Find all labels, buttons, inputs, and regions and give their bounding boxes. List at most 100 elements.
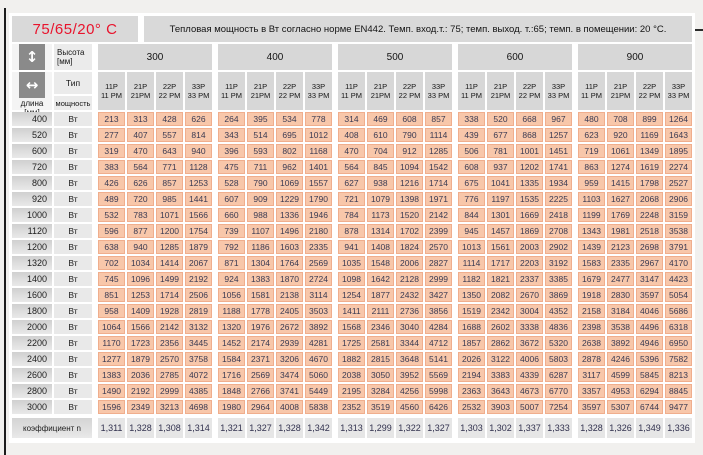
length-value: 2800	[12, 384, 52, 398]
power-value: 2398	[578, 320, 605, 334]
power-value: 1169	[636, 128, 663, 142]
power-value: 2352	[338, 400, 365, 414]
watt-unit: Вт	[54, 112, 92, 126]
power-value: 2708	[545, 224, 572, 238]
power-value: 1725	[338, 336, 365, 350]
power-value: 593	[247, 144, 274, 158]
power-value: 1764	[276, 256, 303, 270]
length-value: 1120	[12, 224, 52, 238]
power-value: 1188	[218, 304, 245, 318]
power-value: 4698	[185, 400, 212, 414]
power-value: 851	[98, 288, 125, 302]
coefficient-value: 1,321	[218, 418, 245, 438]
power-value: 564	[338, 160, 365, 174]
length-value: 3000	[12, 400, 52, 414]
power-value: 3184	[607, 304, 634, 318]
power-value: 2003	[516, 240, 543, 254]
power-value: 745	[98, 272, 125, 286]
power-value: 924	[218, 272, 245, 286]
power-value: 1441	[185, 192, 212, 206]
watt-unit: Вт	[54, 320, 92, 334]
power-value: 2999	[425, 272, 452, 286]
power-value: 1568	[338, 320, 365, 334]
power-value: 2906	[665, 192, 692, 206]
power-value: 5449	[305, 384, 332, 398]
power-value: 937	[487, 160, 514, 174]
radiator-type-header: 21P 21PM	[607, 72, 634, 110]
power-value: 2192	[127, 384, 154, 398]
power-value: 343	[218, 128, 245, 142]
radiator-type-header: 11P 11 PM	[578, 72, 605, 110]
radiator-type-header: 33P 33 PM	[185, 72, 212, 110]
power-value: 1173	[367, 208, 394, 222]
power-value: 959	[578, 176, 605, 190]
power-value: 3643	[487, 384, 514, 398]
power-value: 1499	[156, 272, 183, 286]
power-value: 739	[218, 224, 245, 238]
power-value: 3427	[425, 288, 452, 302]
power-value: 1285	[425, 144, 452, 158]
height-value-header: 600	[458, 44, 572, 70]
power-value: 2405	[276, 304, 303, 318]
power-value: 778	[305, 112, 332, 126]
power-value: 988	[247, 208, 274, 222]
power-value: 1603	[276, 240, 303, 254]
power-value: 4006	[516, 352, 543, 366]
watt-unit: Вт	[54, 272, 92, 286]
height-arrow-cell: ↕	[12, 44, 52, 70]
coefficient-row: коэффициент n 1,311 1,328 1,308 1,314 1,321 1…	[12, 418, 692, 438]
power-value: 1798	[636, 176, 663, 190]
power-value: 863	[578, 160, 605, 174]
power-value: 7254	[545, 400, 572, 414]
power-value: 2346	[367, 320, 394, 334]
power-value: 1869	[516, 224, 543, 238]
power-value: 3114	[305, 288, 332, 302]
power-value: 4352	[545, 304, 572, 318]
power-value: 1877	[367, 288, 394, 302]
power-value: 2638	[578, 336, 605, 350]
coefficient-value: 1,311	[98, 418, 125, 438]
power-value: 4046	[636, 304, 663, 318]
power-value: 668	[516, 112, 543, 126]
power-value: 1182	[458, 272, 485, 286]
power-value: 469	[367, 112, 394, 126]
power-value: 1320	[218, 320, 245, 334]
power-value: 1971	[425, 192, 452, 206]
power-value: 2067	[185, 256, 212, 270]
power-value: 395	[247, 112, 274, 126]
power-value: 2399	[425, 224, 452, 238]
table-row: 1000 Вт 532 783 1071 1566 660 988 1336 1946 784 117…	[12, 208, 692, 222]
power-value: 695	[276, 128, 303, 142]
power-value: 945	[458, 224, 485, 238]
power-value: 1717	[487, 256, 514, 270]
power-value: 708	[607, 112, 634, 126]
power-value: 3538	[665, 224, 692, 238]
length-value: 2400	[12, 352, 52, 366]
power-value: 1452	[218, 336, 245, 350]
updown-arrow-icon: ↕	[19, 44, 45, 70]
power-value: 2827	[425, 256, 452, 270]
power-value: 1257	[545, 128, 572, 142]
table-row: 3000 Вт 1596 2349 3213 4698 1980 2964 4008 5838 23…	[12, 400, 692, 414]
power-value: 506	[458, 144, 485, 158]
power-value: 711	[247, 160, 274, 174]
power-value: 5054	[665, 288, 692, 302]
power-value: 213	[98, 112, 125, 126]
power-value: 3213	[156, 400, 183, 414]
power-value: 1535	[516, 192, 543, 206]
power-value: 528	[218, 176, 245, 190]
power-value: 3132	[185, 320, 212, 334]
power-value: 439	[458, 128, 485, 142]
power-value: 2195	[338, 384, 365, 398]
power-value: 2736	[396, 304, 423, 318]
power-value: 5320	[545, 336, 572, 350]
power-value: 1168	[305, 144, 332, 158]
power-value: 1013	[458, 240, 485, 254]
coefficient-value: 1,328	[578, 418, 605, 438]
power-value: 776	[458, 192, 485, 206]
power-value: 1253	[185, 176, 212, 190]
table-row: 2600 Вт 1383 2036 2785 4072 1716 2569 3474 5060 20…	[12, 368, 692, 382]
power-value: 1408	[367, 240, 394, 254]
power-value: 3519	[367, 400, 394, 414]
